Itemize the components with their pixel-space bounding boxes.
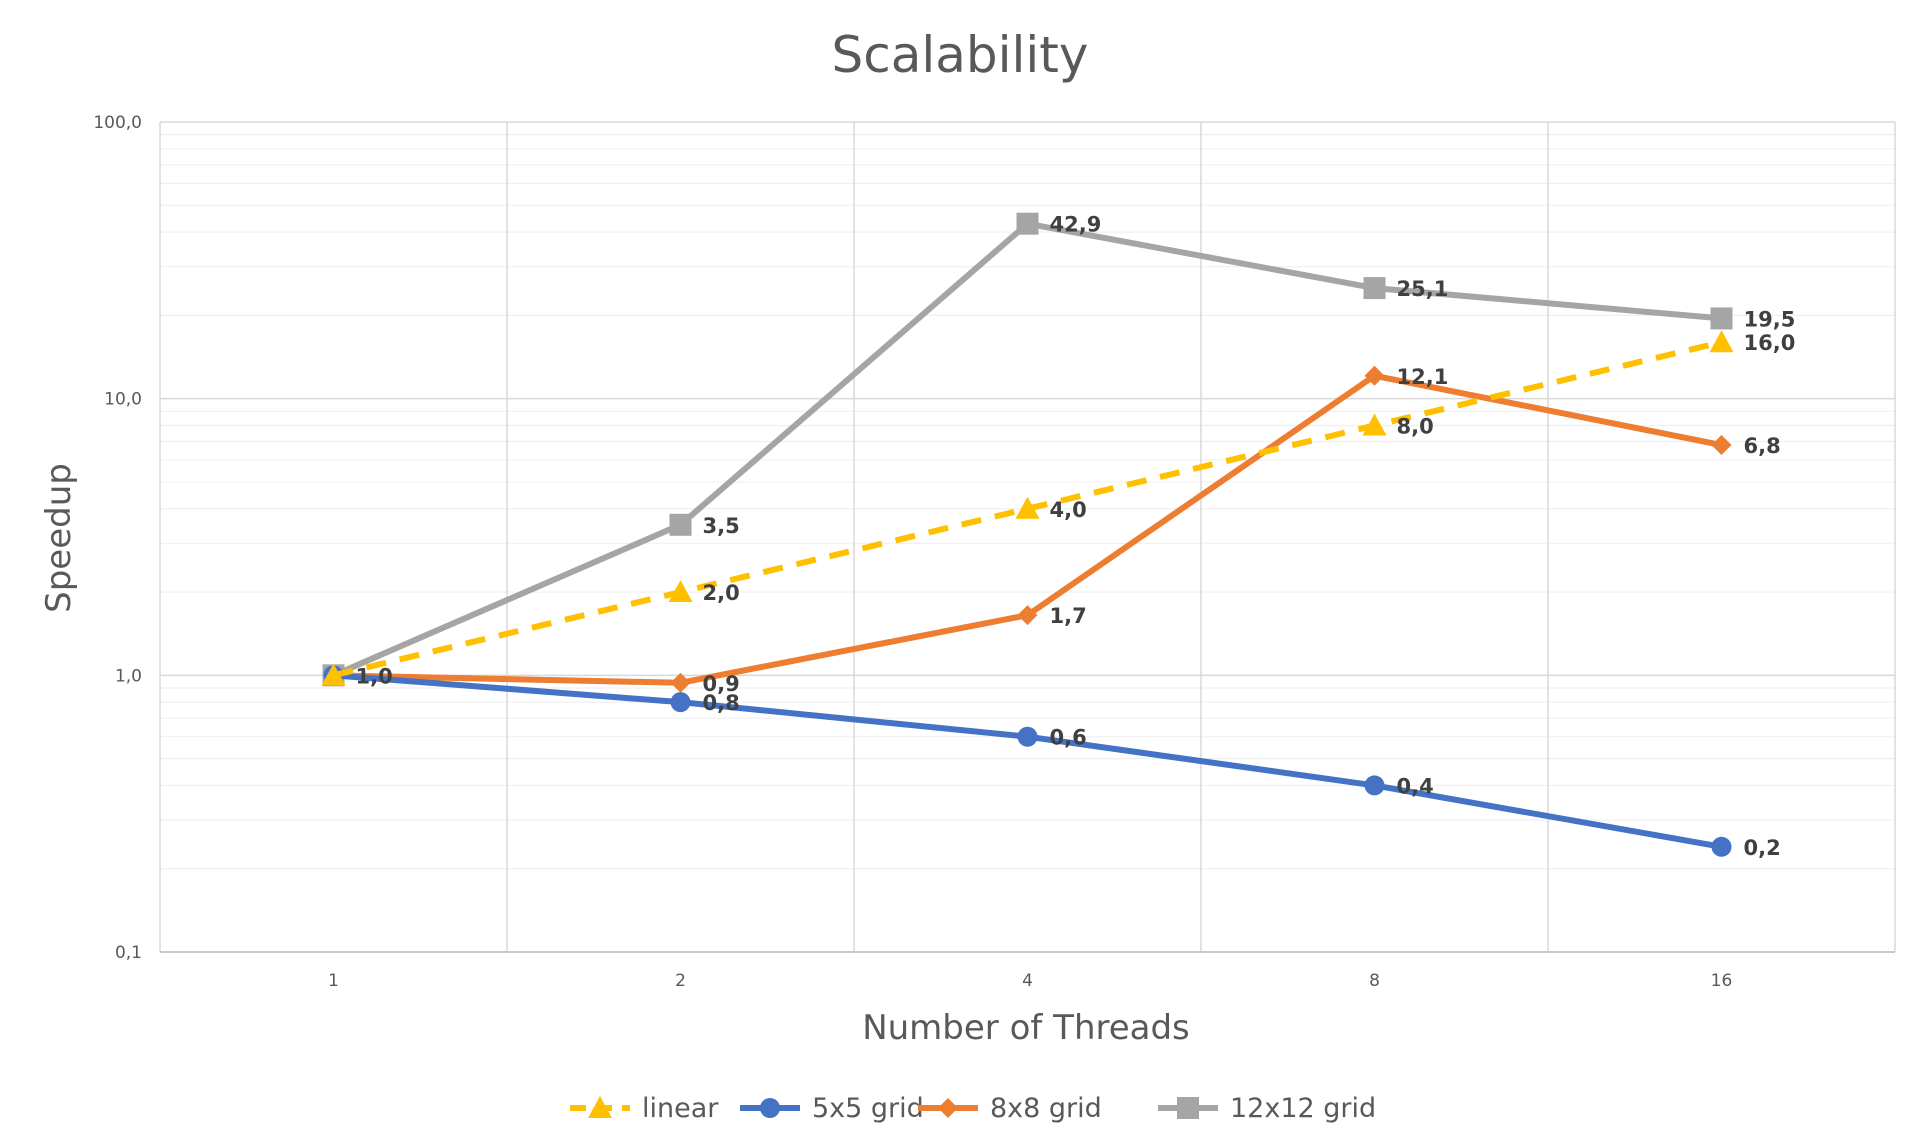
data-label: 4,0 — [1050, 498, 1087, 522]
legend-marker — [760, 1098, 780, 1118]
x-tick-label: 8 — [1369, 971, 1380, 991]
data-label: 42,9 — [1050, 213, 1102, 237]
data-label: 0,9 — [703, 672, 740, 696]
data-label: 12,1 — [1397, 365, 1449, 389]
legend-marker — [588, 1096, 612, 1118]
legend: linear 5x5 grid 8x8 grid 12x12 grid — [570, 1093, 1376, 1124]
data-label: 25,1 — [1397, 277, 1449, 301]
data-point — [1015, 496, 1040, 519]
data-point — [1364, 365, 1385, 386]
x-tick-label: 16 — [1711, 971, 1733, 991]
data-label: 6,8 — [1744, 434, 1781, 458]
data-point — [670, 692, 691, 713]
y-tick-label: 10,0 — [104, 390, 142, 410]
data-point — [1364, 775, 1385, 796]
legend-label: 5x5 grid — [812, 1093, 924, 1124]
grid-lines — [159, 121, 1896, 953]
legend-label: linear — [642, 1093, 719, 1124]
data-point — [1016, 212, 1039, 235]
series-8x8-grid — [323, 365, 1732, 693]
data-point — [321, 663, 346, 686]
x-tick-label: 2 — [675, 971, 686, 991]
series-5x5-grid — [323, 665, 1732, 857]
y-tick-label: 100,0 — [93, 113, 142, 133]
legend-label: 8x8 grid — [990, 1093, 1102, 1124]
data-point — [1710, 307, 1733, 330]
data-point — [668, 580, 693, 603]
data-label: 19,5 — [1744, 307, 1796, 331]
legend-item: 12x12 grid — [1158, 1093, 1376, 1124]
legend-item: 5x5 grid — [740, 1093, 924, 1124]
legend-marker — [938, 1098, 958, 1118]
data-labels: 2,0 4,0 8,0 16,0 0,8 0,6 0,4 0,2 0,9 1,7 12,1 6,8 1,… — [356, 213, 1796, 860]
y-axis-title: Speedup — [39, 463, 79, 613]
axes: 0,1 1,0 10,0 100,0 1 2 4 8 16 — [93, 113, 1895, 991]
data-point — [1711, 435, 1732, 456]
data-point — [1363, 277, 1386, 300]
data-label: 0,6 — [1050, 726, 1087, 750]
data-label: 0,2 — [1744, 836, 1781, 860]
data-label: 1,7 — [1050, 604, 1087, 628]
series-line — [330, 672, 1725, 850]
legend-marker — [1177, 1097, 1199, 1119]
data-label: 3,5 — [703, 514, 740, 538]
data-point — [1017, 605, 1038, 626]
legend-label: 12x12 grid — [1230, 1093, 1376, 1124]
x-axis-title: Number of Threads — [862, 1008, 1190, 1048]
data-label: 8,0 — [1397, 414, 1434, 438]
data-point — [1711, 836, 1732, 857]
data-label: 0,4 — [1397, 774, 1434, 798]
data-point — [669, 513, 692, 536]
data-point — [1017, 726, 1038, 747]
data-label: 16,0 — [1744, 331, 1796, 355]
series-line — [330, 372, 1725, 686]
x-tick-label: 1 — [328, 971, 339, 991]
data-label: 2,0 — [703, 581, 740, 605]
data-point — [1709, 330, 1734, 353]
y-tick-label: 0,1 — [115, 943, 142, 963]
series-layer — [321, 212, 1734, 857]
data-label: 1,0 — [356, 664, 393, 688]
legend-item: linear — [570, 1093, 719, 1124]
data-label: 0,8 — [703, 691, 740, 715]
data-point — [670, 672, 691, 693]
chart-title: Scalability — [831, 26, 1088, 84]
data-point — [1362, 413, 1387, 436]
x-tick-label: 4 — [1022, 971, 1033, 991]
y-tick-label: 1,0 — [115, 666, 142, 686]
legend-item: 8x8 grid — [918, 1093, 1102, 1124]
series-linear — [321, 330, 1734, 686]
